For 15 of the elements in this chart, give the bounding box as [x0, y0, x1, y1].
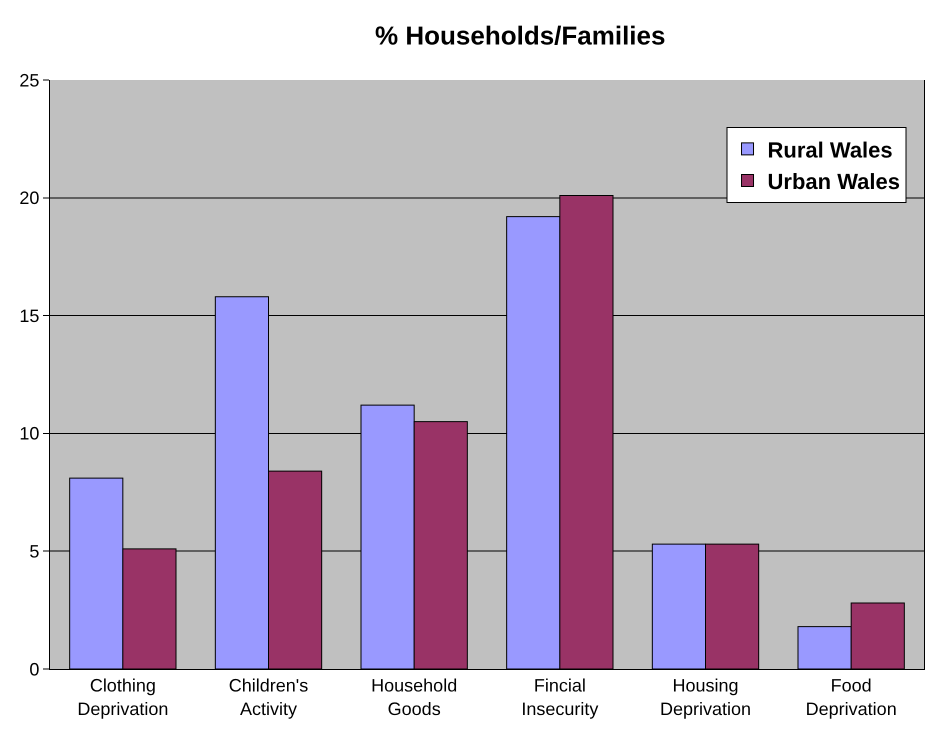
- y-tick-label: 10: [19, 424, 40, 444]
- x-tick-label: Food Deprivation: [806, 676, 897, 719]
- x-tick-label: Housing Deprivation: [660, 676, 752, 719]
- y-tick-label: 20: [19, 188, 40, 208]
- x-tick-label: Household Goods: [371, 676, 458, 719]
- x-tick-label: Fincial Insecurity: [521, 676, 598, 719]
- legend-label: Urban Wales: [768, 169, 900, 194]
- y-tick-label: 15: [19, 306, 40, 326]
- chart-title: % Households/Families: [375, 20, 666, 50]
- legend-label: Rural Wales: [768, 138, 893, 162]
- y-tick-label: 25: [19, 70, 40, 90]
- x-tick-label: Clothing Deprivation: [77, 676, 168, 719]
- x-tick-label: Children's Activity: [228, 676, 308, 719]
- y-tick-label: 0: [29, 659, 40, 680]
- y-tick-label: 5: [29, 542, 40, 562]
